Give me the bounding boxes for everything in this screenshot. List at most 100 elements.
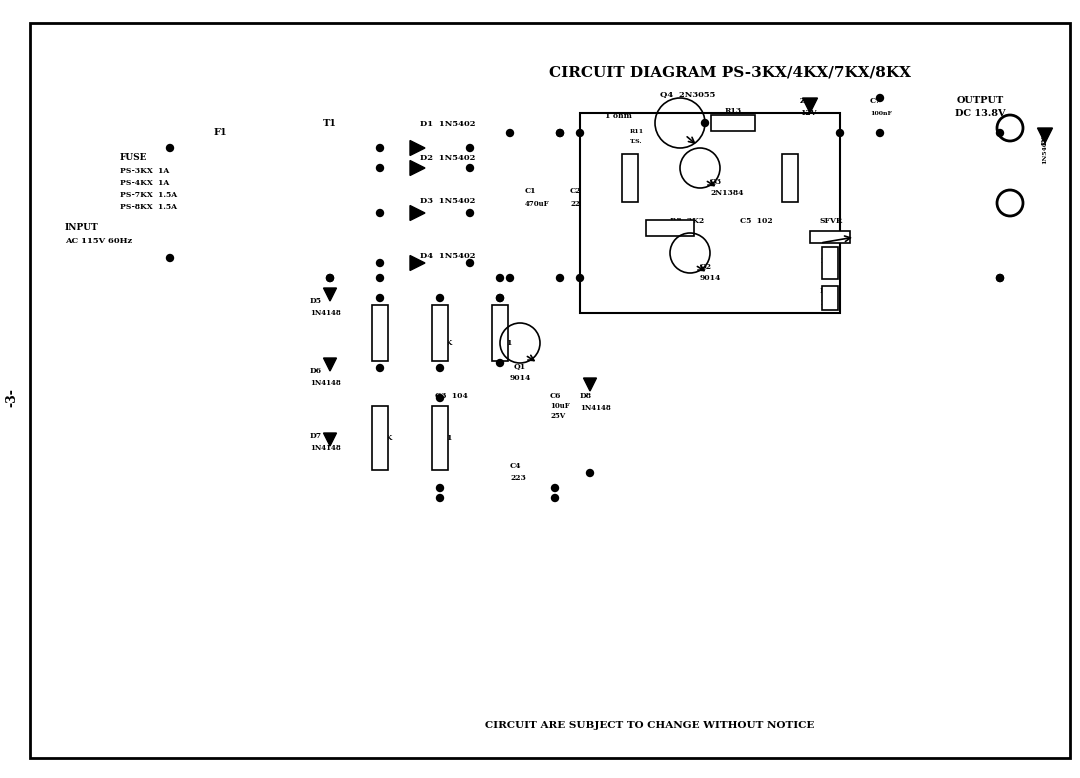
Bar <box>646 220 694 236</box>
Text: OUTPUT: OUTPUT <box>957 96 1003 105</box>
Text: 1K: 1K <box>625 184 637 192</box>
Text: 1N4148: 1N4148 <box>580 404 611 412</box>
Text: 1N4148: 1N4148 <box>310 309 341 317</box>
Circle shape <box>166 145 174 152</box>
Circle shape <box>467 209 473 216</box>
Text: 1N5402: 1N5402 <box>1042 137 1048 164</box>
Text: D3  1N5402: D3 1N5402 <box>420 197 475 205</box>
Bar <box>432 406 448 470</box>
Circle shape <box>497 275 503 282</box>
Circle shape <box>377 145 383 152</box>
Text: C3  104: C3 104 <box>435 392 468 400</box>
Text: C6: C6 <box>550 392 562 400</box>
Circle shape <box>467 145 473 152</box>
Circle shape <box>997 129 1003 136</box>
Circle shape <box>377 209 383 216</box>
Circle shape <box>436 485 444 492</box>
Circle shape <box>556 275 564 282</box>
Text: R10: R10 <box>782 172 798 180</box>
Text: D2  1N5402: D2 1N5402 <box>420 154 475 162</box>
Bar <box>711 115 755 131</box>
Circle shape <box>586 469 594 476</box>
Circle shape <box>556 129 564 136</box>
Text: PS-8KX  1.5A: PS-8KX 1.5A <box>120 203 177 211</box>
Bar <box>372 305 388 361</box>
Text: C5  102: C5 102 <box>740 217 772 225</box>
Polygon shape <box>410 160 426 176</box>
Circle shape <box>552 485 558 492</box>
Circle shape <box>377 365 383 372</box>
Text: Q2: Q2 <box>700 262 712 270</box>
Text: 1 ohm: 1 ohm <box>605 112 632 120</box>
Text: PS-4KX  1A: PS-4KX 1A <box>120 179 170 187</box>
Polygon shape <box>802 98 818 113</box>
Circle shape <box>507 129 513 136</box>
Text: 100: 100 <box>725 119 741 127</box>
Circle shape <box>556 129 564 136</box>
Text: 27K: 27K <box>375 434 392 442</box>
Circle shape <box>166 254 174 261</box>
Text: D7: D7 <box>310 432 322 440</box>
Text: R9: R9 <box>625 172 636 180</box>
Text: C4: C4 <box>510 462 522 470</box>
Text: R5: R5 <box>435 422 447 430</box>
Circle shape <box>436 394 444 401</box>
Text: C7: C7 <box>870 97 881 105</box>
Bar <box>580 113 840 313</box>
Circle shape <box>497 359 503 366</box>
Bar <box>432 305 448 361</box>
Text: 2200uF: 2200uF <box>570 200 599 208</box>
Text: 27K: 27K <box>435 339 453 347</box>
Text: 5K1: 5K1 <box>435 434 453 442</box>
Circle shape <box>467 260 473 267</box>
Text: 510: 510 <box>782 184 798 192</box>
Bar <box>622 154 638 202</box>
Circle shape <box>497 295 503 302</box>
Text: 270: 270 <box>820 299 836 307</box>
Text: T1: T1 <box>323 119 337 128</box>
Text: R11: R11 <box>630 129 645 134</box>
Circle shape <box>552 495 558 502</box>
Text: CIRCUIT ARE SUBJECT TO CHANGE WITHOUT NOTICE: CIRCUIT ARE SUBJECT TO CHANGE WITHOUT NO… <box>485 721 814 730</box>
Text: D4  1N5402: D4 1N5402 <box>420 252 475 260</box>
Text: 25V: 25V <box>550 412 565 420</box>
Text: R2: R2 <box>435 327 447 335</box>
Bar <box>822 286 838 310</box>
Text: Q4  2N3055: Q4 2N3055 <box>660 90 715 98</box>
Text: 9014: 9014 <box>700 274 721 282</box>
Text: PS-3KX  1A: PS-3KX 1A <box>120 167 170 175</box>
Circle shape <box>997 275 1003 282</box>
Text: -3-: -3- <box>5 388 18 408</box>
Text: 9014: 9014 <box>510 374 530 382</box>
Bar <box>810 231 850 243</box>
Circle shape <box>497 295 503 302</box>
Text: C1: C1 <box>525 187 537 195</box>
Polygon shape <box>583 378 596 391</box>
Circle shape <box>377 295 383 302</box>
Bar <box>372 406 388 470</box>
Text: 12V: 12V <box>800 109 816 117</box>
Text: DC 13.8V: DC 13.8V <box>955 109 1005 118</box>
Bar <box>822 247 838 279</box>
Text: D5: D5 <box>310 297 322 305</box>
Text: T.S.: T.S. <box>630 139 643 144</box>
Text: 1N4148: 1N4148 <box>310 444 341 452</box>
Text: PS-7KX  1.5A: PS-7KX 1.5A <box>120 191 177 199</box>
Text: F1: F1 <box>213 128 227 137</box>
Polygon shape <box>410 141 426 156</box>
Text: 1N4148: 1N4148 <box>310 379 341 387</box>
Polygon shape <box>324 358 337 371</box>
Text: 223: 223 <box>510 474 526 482</box>
Text: CIRCUIT DIAGRAM PS-3KX/4KX/7KX/8KX: CIRCUIT DIAGRAM PS-3KX/4KX/7KX/8KX <box>549 66 912 80</box>
Polygon shape <box>324 288 337 301</box>
Circle shape <box>877 129 883 136</box>
Text: R6: R6 <box>495 327 507 335</box>
Polygon shape <box>324 433 337 446</box>
Circle shape <box>377 275 383 282</box>
Text: R4: R4 <box>375 422 387 430</box>
Text: Q3: Q3 <box>710 177 723 185</box>
Circle shape <box>577 129 583 136</box>
Circle shape <box>507 275 513 282</box>
Text: D0: D0 <box>1041 133 1049 145</box>
Text: D6: D6 <box>310 367 322 375</box>
